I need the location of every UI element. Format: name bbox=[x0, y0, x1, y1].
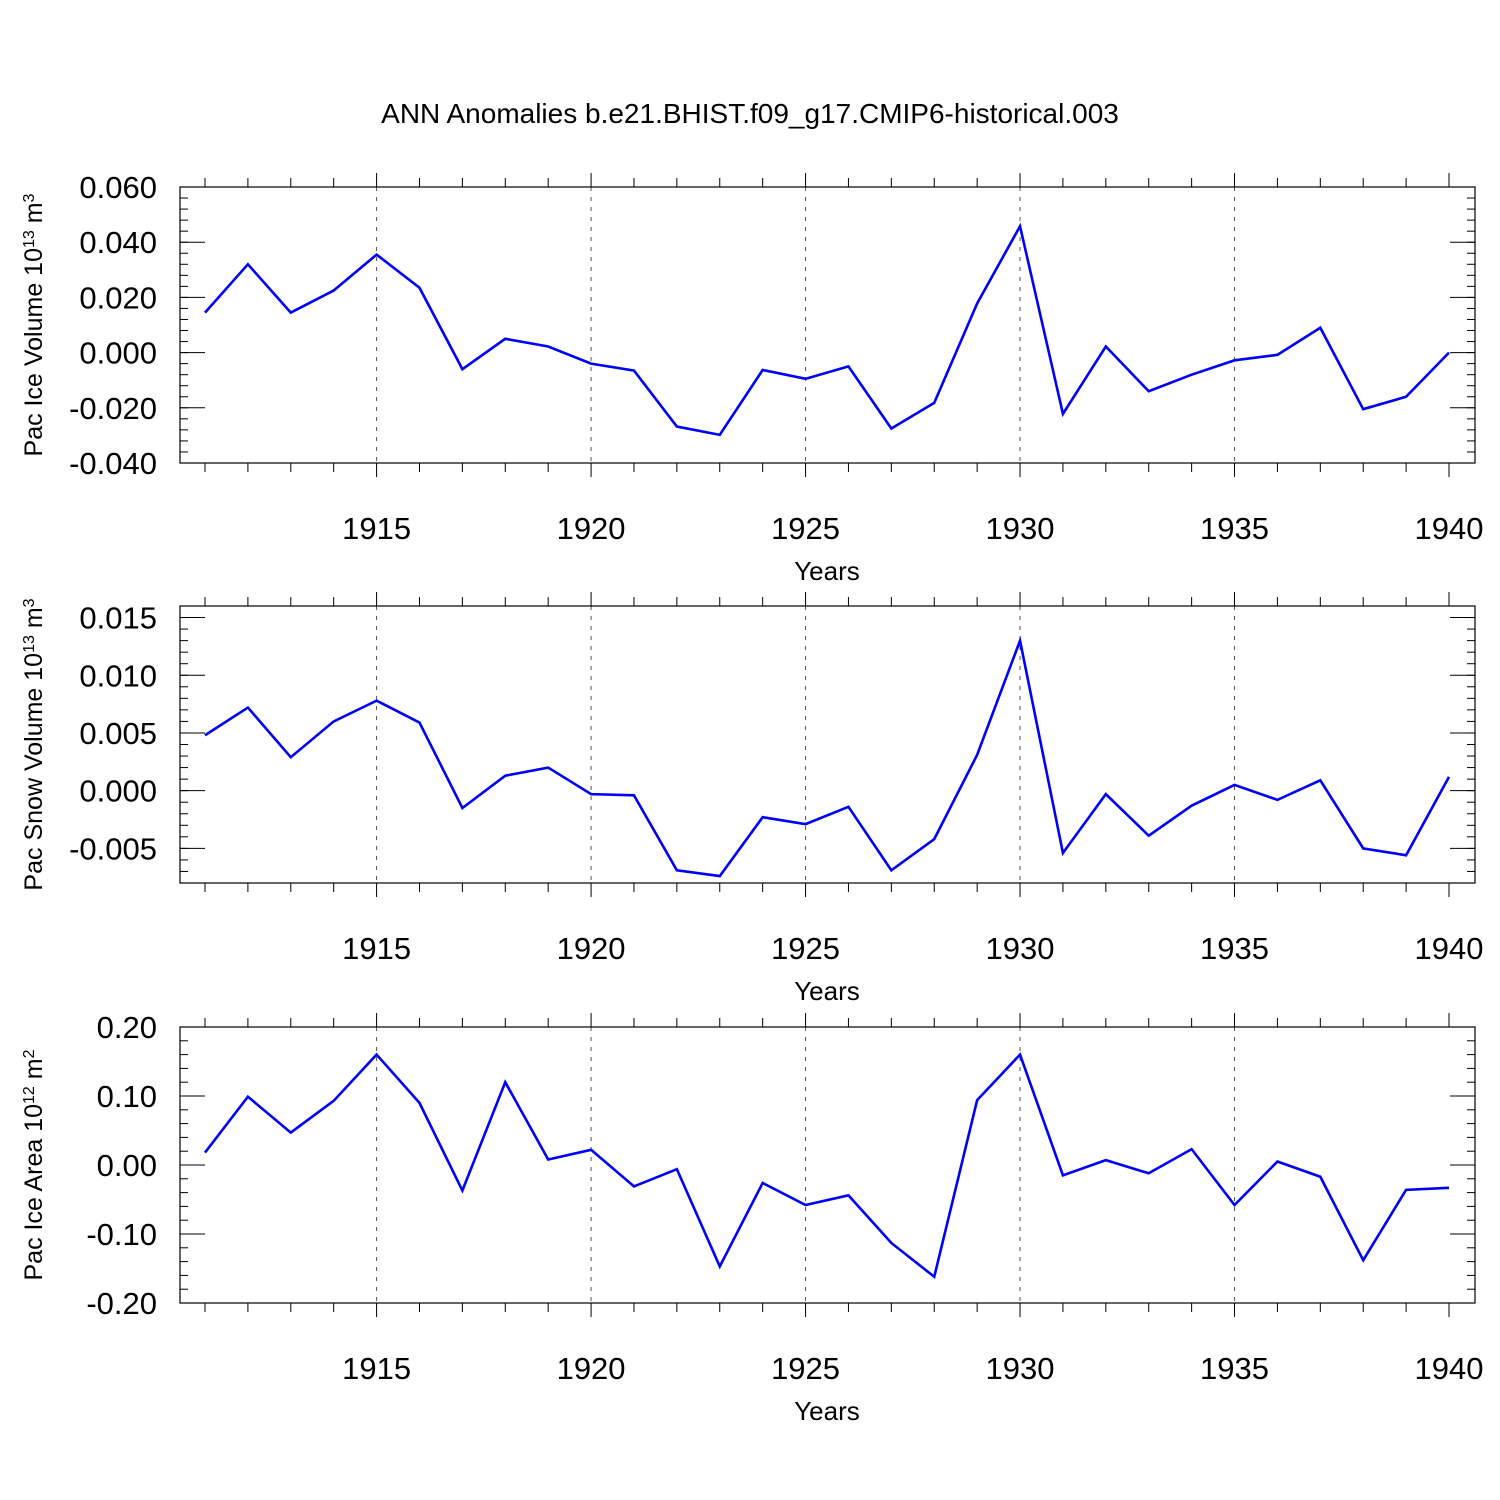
chart-title: ANN Anomalies b.e21.BHIST.f09_g17.CMIP6-… bbox=[381, 98, 1119, 129]
x-tick-label: 1940 bbox=[1415, 1351, 1484, 1386]
series-line bbox=[203, 1052, 1450, 1280]
series-line bbox=[204, 222, 1450, 437]
y-tick-label: -0.020 bbox=[69, 391, 157, 426]
x-tick-label: 1925 bbox=[771, 931, 840, 966]
x-tick-label: 1930 bbox=[986, 931, 1055, 966]
x-tick-label: 1925 bbox=[771, 1351, 840, 1386]
x-tick-label: 1915 bbox=[342, 511, 411, 546]
series-line bbox=[204, 635, 1451, 878]
x-axis-label: Years bbox=[794, 556, 860, 586]
y-tick-label: 0.10 bbox=[97, 1079, 157, 1114]
y-axis-label: Pac Ice Volume 1013 m3 bbox=[20, 193, 48, 456]
y-tick-label: 0.020 bbox=[79, 280, 157, 315]
y-tick-label: 0.060 bbox=[79, 170, 157, 205]
x-axis-label: Years bbox=[794, 1396, 860, 1426]
y-tick-label: 0.040 bbox=[79, 225, 157, 260]
x-tick-label: 1920 bbox=[557, 1351, 626, 1386]
y-tick-label: -0.10 bbox=[86, 1217, 157, 1252]
x-tick-label: 1935 bbox=[1200, 1351, 1269, 1386]
x-tick-label: 1930 bbox=[986, 1351, 1055, 1386]
x-tick-label: 1920 bbox=[557, 511, 626, 546]
y-axis-label: Pac Snow Volume 1013 m3 bbox=[20, 598, 48, 890]
x-tick-label: 1915 bbox=[342, 931, 411, 966]
y-tick-label: 0.005 bbox=[79, 716, 157, 751]
y-tick-label: 0.20 bbox=[97, 1010, 157, 1045]
y-tick-label: 0.015 bbox=[79, 601, 157, 636]
x-tick-label: 1915 bbox=[342, 1351, 411, 1386]
y-tick-label: 0.010 bbox=[79, 658, 157, 693]
y-tick-label: 0.000 bbox=[79, 774, 157, 809]
x-tick-label: 1935 bbox=[1200, 931, 1269, 966]
x-tick-label: 1935 bbox=[1200, 511, 1269, 546]
panel-1: -0.040 -0.020 0.000 0.020 0.040 0.060 1915 1920… bbox=[20, 170, 1483, 586]
x-tick-label: 1925 bbox=[771, 511, 840, 546]
x-axis-label: Years bbox=[794, 976, 860, 1006]
panel-3: -0.20 -0.10 0.00 0.10 0.20 1915 1920 1925 1930 19… bbox=[20, 1010, 1483, 1426]
plot-frame bbox=[179, 186, 1476, 464]
y-tick-label: 0.000 bbox=[79, 336, 157, 371]
x-tick-label: 1920 bbox=[557, 931, 626, 966]
y-axis-label: Pac Ice Area 1012 m2 bbox=[20, 1049, 48, 1280]
y-tick-label: -0.005 bbox=[69, 831, 157, 866]
x-tick-label: 1940 bbox=[1415, 511, 1484, 546]
y-tick-label: -0.20 bbox=[86, 1286, 157, 1321]
x-tick-label: 1940 bbox=[1415, 931, 1484, 966]
panel-2: -0.005 0.000 0.005 0.010 0.015 1915 1920 1925 19… bbox=[20, 592, 1483, 1006]
x-tick-label: 1930 bbox=[986, 511, 1055, 546]
plot-frame bbox=[179, 1026, 1476, 1304]
plot-frame bbox=[179, 605, 1476, 884]
y-tick-label: 0.00 bbox=[97, 1148, 157, 1183]
y-tick-label: -0.040 bbox=[69, 446, 157, 481]
